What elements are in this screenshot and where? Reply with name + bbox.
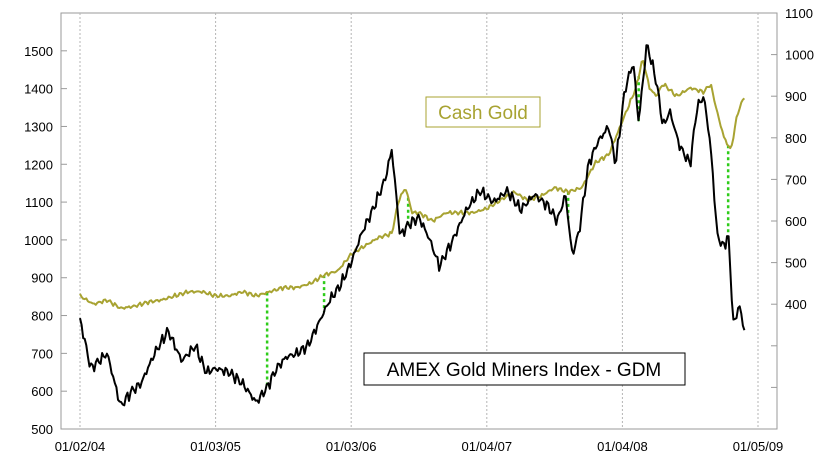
plot-area: 500600700800900100011001200130014001500 …: [24, 6, 814, 454]
cash-gold-annotation: Cash Gold: [425, 96, 541, 128]
x-axis-ticks: 01/02/04 01/03/05 01/03/06 01/04/07 01/04/08…: [55, 439, 784, 454]
left-tick-label: 500: [31, 422, 53, 437]
vertical-grid: [79, 13, 759, 429]
left-axis-ticks: 500 600 700 800 900 1000 1100 1200 1300 1400 1500: [24, 12, 67, 437]
cash-gold-box: [425, 96, 541, 128]
right-tick-label: 700: [785, 172, 807, 187]
left-tick-label: 1100: [25, 195, 53, 210]
gdm-box: [363, 352, 686, 386]
left-tick-label: 1300: [24, 119, 53, 134]
gdm-annotation: AMEX Gold Miners Index - GDM: [363, 352, 686, 386]
cash-gold-line: [79, 60, 746, 310]
left-tick-label: 1400: [24, 82, 53, 97]
gdm-line: [79, 44, 746, 407]
gdm-label: AMEX Gold Miners Index - GDM: [387, 360, 662, 381]
left-tick-label: 800: [31, 309, 53, 324]
left-tick-label: 1200: [24, 157, 53, 172]
x-tick-label: 01/03/05: [190, 439, 241, 454]
right-tick-label: 500: [785, 256, 807, 271]
x-tick-label: 01/03/06: [326, 439, 377, 454]
left-tick-label: 600: [31, 384, 53, 399]
left-tick-label: 700: [31, 346, 53, 361]
right-tick-label: 1000: [785, 48, 814, 63]
x-tick-label: 01/04/08: [597, 439, 648, 454]
cash-gold-label: Cash Gold: [438, 103, 528, 124]
right-tick-label: 600: [785, 214, 807, 229]
right-tick-label: 900: [785, 89, 807, 104]
right-axis-ticks: 400 500 600 700 800 900 1000 1100: [771, 6, 814, 430]
right-tick-label: 1100: [785, 6, 813, 21]
x-tick-label: 01/04/07: [461, 439, 512, 454]
right-tick-label: 800: [785, 131, 807, 146]
left-tick-label: 1500: [24, 44, 53, 59]
right-tick-label: 400: [785, 297, 807, 312]
left-tick-label: 1000: [24, 233, 53, 248]
left-tick-label: 900: [31, 271, 53, 286]
x-tick-label: 01/02/04: [55, 439, 106, 454]
x-tick-label: 01/05/09: [733, 439, 784, 454]
